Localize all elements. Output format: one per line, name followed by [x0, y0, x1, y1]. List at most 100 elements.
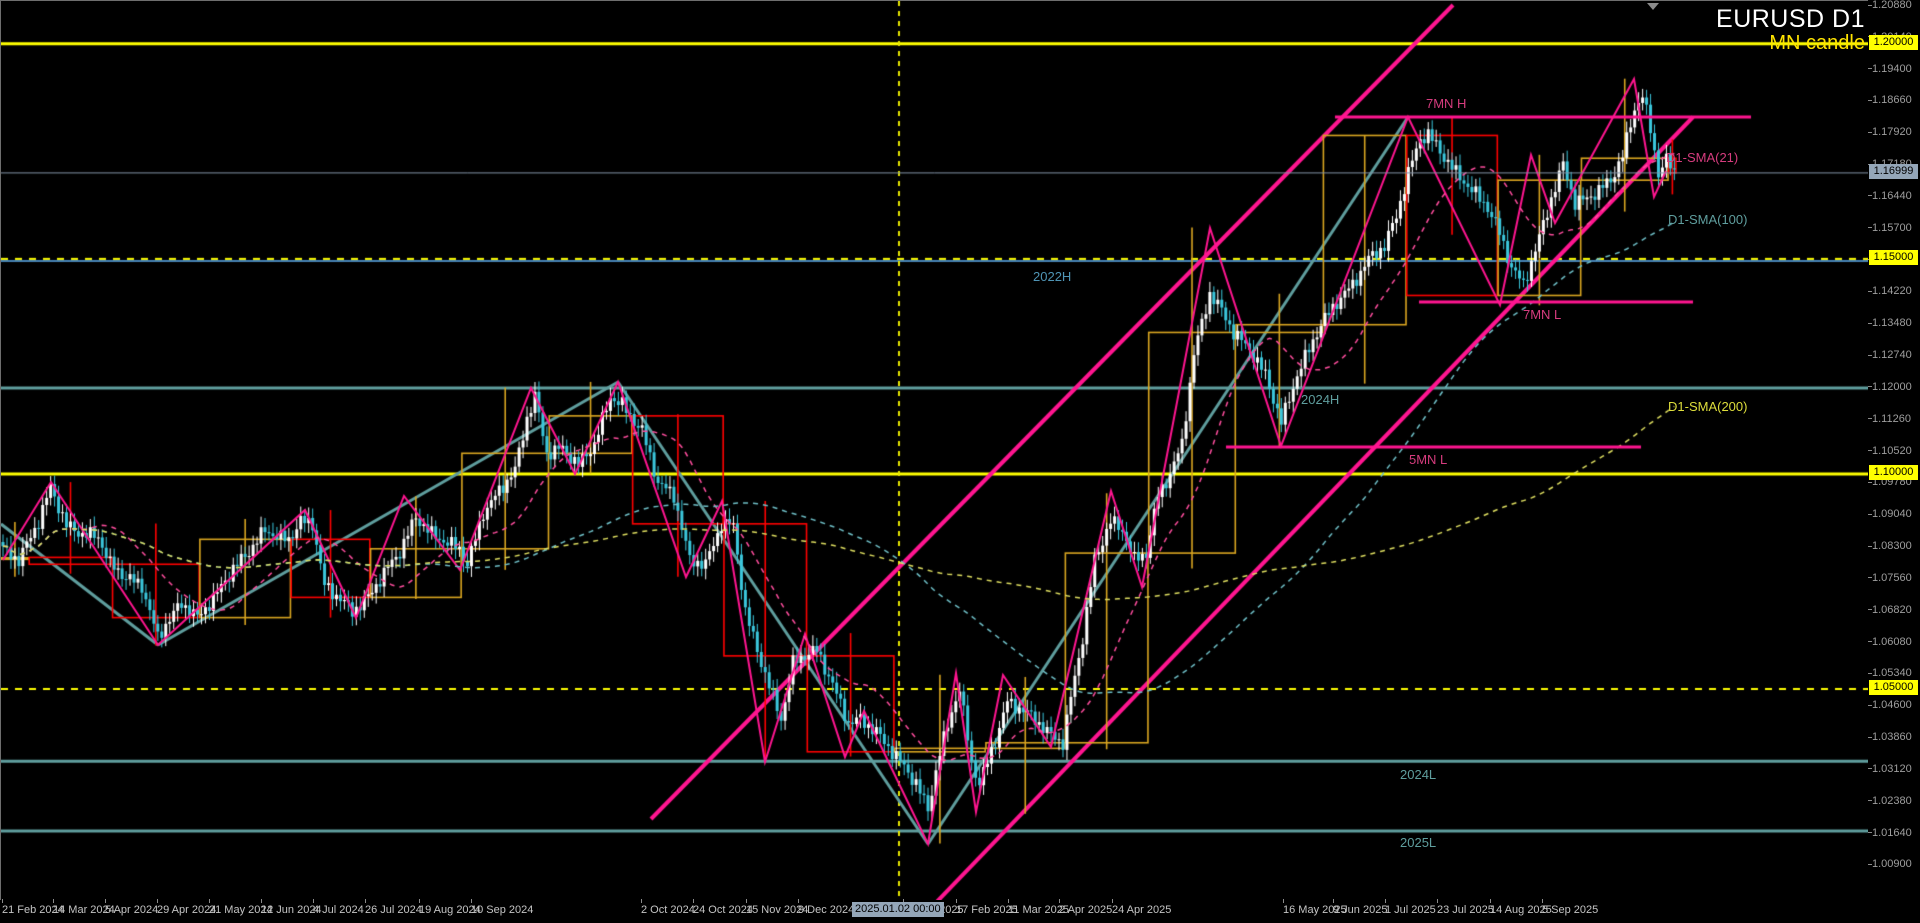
- date-tickmark: [798, 899, 799, 903]
- price-tick-label: 1.16440: [1872, 189, 1912, 202]
- price-tick-label: 1.01640: [1872, 826, 1912, 839]
- price-tag-1.10000: 1.10000: [1869, 465, 1918, 481]
- date-tickmark: [53, 899, 54, 903]
- date-tick-label: 26 Jul 2024: [365, 904, 422, 916]
- label-5mn-low[interactable]: 5MN L: [1409, 452, 1448, 467]
- label-2025-low[interactable]: 2025L: [1400, 835, 1437, 850]
- date-tick-label: 15 Nov 2024: [746, 904, 809, 916]
- date-tickmark: [313, 899, 314, 903]
- date-tickmark: [1333, 899, 1334, 903]
- price-tick-label: 1.03120: [1872, 762, 1912, 775]
- date-tick-label: 23 Jul 2025: [1437, 904, 1494, 916]
- price-tickmark: [1868, 641, 1872, 643]
- price-tick-label: 1.08300: [1872, 540, 1912, 553]
- price-tick-label: 1.12740: [1872, 349, 1912, 362]
- price-tickmark: [1868, 481, 1872, 483]
- date-tick-label: 16 May 2025: [1283, 904, 1347, 916]
- date-tickmark: [105, 899, 106, 903]
- chart-overlay-subtitle: MN candle: [1769, 32, 1865, 54]
- date-tick-label: 5 Sep 2025: [1542, 904, 1599, 916]
- date-tickmark: [903, 899, 904, 903]
- date-tick-label: 5 Apr 2024: [105, 904, 159, 916]
- price-tickmark: [1868, 163, 1872, 165]
- price-tick-label: 1.20880: [1872, 0, 1912, 11]
- price-tickmark: [1868, 672, 1872, 674]
- price-tickmark: [1868, 99, 1872, 101]
- price-tickmark: [1868, 736, 1872, 738]
- price-tickmark: [1868, 450, 1872, 452]
- price-tickmark: [1868, 800, 1872, 802]
- price-tick-label: 1.17920: [1872, 126, 1912, 139]
- price-tag-1.16999: 1.16999: [1869, 164, 1918, 180]
- price-tick-label: 1.00900: [1872, 858, 1912, 871]
- label-sma-200[interactable]: D1-SMA(200): [1668, 399, 1748, 414]
- price-tag-1.15000: 1.15000: [1869, 250, 1918, 266]
- date-tickmark: [157, 899, 158, 903]
- date-tick-label: 11 Mar 2025: [1008, 904, 1069, 916]
- price-tag-1.20000: 1.20000: [1869, 35, 1918, 51]
- date-tickmark: [2, 899, 3, 903]
- price-tickmark: [1868, 322, 1872, 324]
- date-tick-label: 24 Oct 2024: [693, 904, 753, 916]
- price-tick-label: 1.13480: [1872, 317, 1912, 330]
- date-tickmark: [365, 899, 366, 903]
- price-tickmark: [1868, 768, 1872, 770]
- label-2022-high[interactable]: 2022H: [1033, 269, 1072, 284]
- price-tickmark: [1868, 832, 1872, 833]
- date-tickmark: [1008, 899, 1009, 903]
- date-tick-label: 9 Dec 2024: [798, 904, 855, 916]
- price-tickmark: [1868, 227, 1872, 229]
- date-tick-label: 12 Jun 2024: [261, 904, 322, 916]
- label-2024-low[interactable]: 2024L: [1400, 767, 1437, 782]
- price-tick-label: 1.05340: [1872, 667, 1912, 680]
- date-tick-label: 14 Mar 2024: [53, 904, 115, 916]
- label-7mn-low[interactable]: 7MN L: [1523, 307, 1562, 322]
- date-tick-label: 4 Jul 2024: [313, 904, 364, 916]
- price-tag-1.05000: 1.05000: [1869, 680, 1918, 696]
- price-tickmark: [1868, 68, 1872, 70]
- price-tickmark: [1868, 577, 1872, 579]
- price-tickmark: [1868, 704, 1872, 706]
- date-tick-label: 1 Jul 2025: [1385, 904, 1436, 916]
- date-tickmark: [1490, 899, 1491, 903]
- scroll-to-end-marker-icon[interactable]: [1647, 3, 1659, 10]
- date-tick-label: 29 Apr 2024: [157, 904, 217, 916]
- date-axis[interactable]: 21 Feb 2024 14 Mar 2024 5 Apr 2024 29 Apr 2…: [0, 899, 1920, 923]
- price-tickmark: [1868, 386, 1872, 388]
- date-tickmark: [1542, 899, 1543, 903]
- price-tick-label: 1.06820: [1872, 603, 1912, 616]
- chart-area: EURUSD D1 MN candle 7MN H 7MN L 5MN L 20…: [0, 0, 1869, 901]
- date-tickmark: [1437, 899, 1438, 903]
- price-tick-label: 1.04600: [1872, 699, 1912, 712]
- price-tick-label: 1.11260: [1872, 412, 1911, 425]
- price-tickmark: [1868, 513, 1872, 515]
- price-tick-label: 1.09040: [1872, 508, 1912, 521]
- price-tickmark: [1868, 418, 1872, 420]
- chart-symbol-title: EURUSD D1: [1716, 5, 1865, 33]
- date-tickmark: [1283, 899, 1284, 903]
- date-tickmark: [209, 899, 210, 903]
- date-tick-label: 9 Jun 2025: [1333, 904, 1388, 916]
- price-tick-label: 1.07560: [1872, 571, 1912, 584]
- date-tick-label: 21 Feb 2024: [2, 904, 64, 916]
- price-axis[interactable]: 1.208801.201401.194001.186601.179201.171…: [1868, 0, 1920, 900]
- price-tick-label: 1.03860: [1872, 731, 1912, 744]
- label-sma-100[interactable]: D1-SMA(100): [1668, 212, 1748, 227]
- price-tickmark: [1868, 863, 1872, 865]
- date-tickmark: [1385, 899, 1386, 903]
- date-tick-label: 2 Apr 2025: [1059, 904, 1113, 916]
- price-tick-label: 1.10520: [1872, 444, 1912, 457]
- price-tickmark: [1868, 131, 1872, 133]
- price-tickmark: [1868, 290, 1872, 292]
- date-tick-label: 14 Aug 2025: [1490, 904, 1552, 916]
- chart-canvas[interactable]: [1, 1, 1868, 900]
- date-tick-label: 24 Apr 2025: [1112, 904, 1172, 916]
- label-sma-21[interactable]: D1-SMA(21): [1666, 150, 1739, 165]
- label-2024-high[interactable]: 2024H: [1301, 392, 1340, 407]
- label-7mn-high[interactable]: 7MN H: [1426, 96, 1467, 111]
- date-tickmark: [956, 899, 957, 903]
- date-tickmark: [693, 899, 694, 903]
- date-tickmark: [746, 899, 747, 903]
- price-tick-label: 1.19400: [1872, 62, 1912, 75]
